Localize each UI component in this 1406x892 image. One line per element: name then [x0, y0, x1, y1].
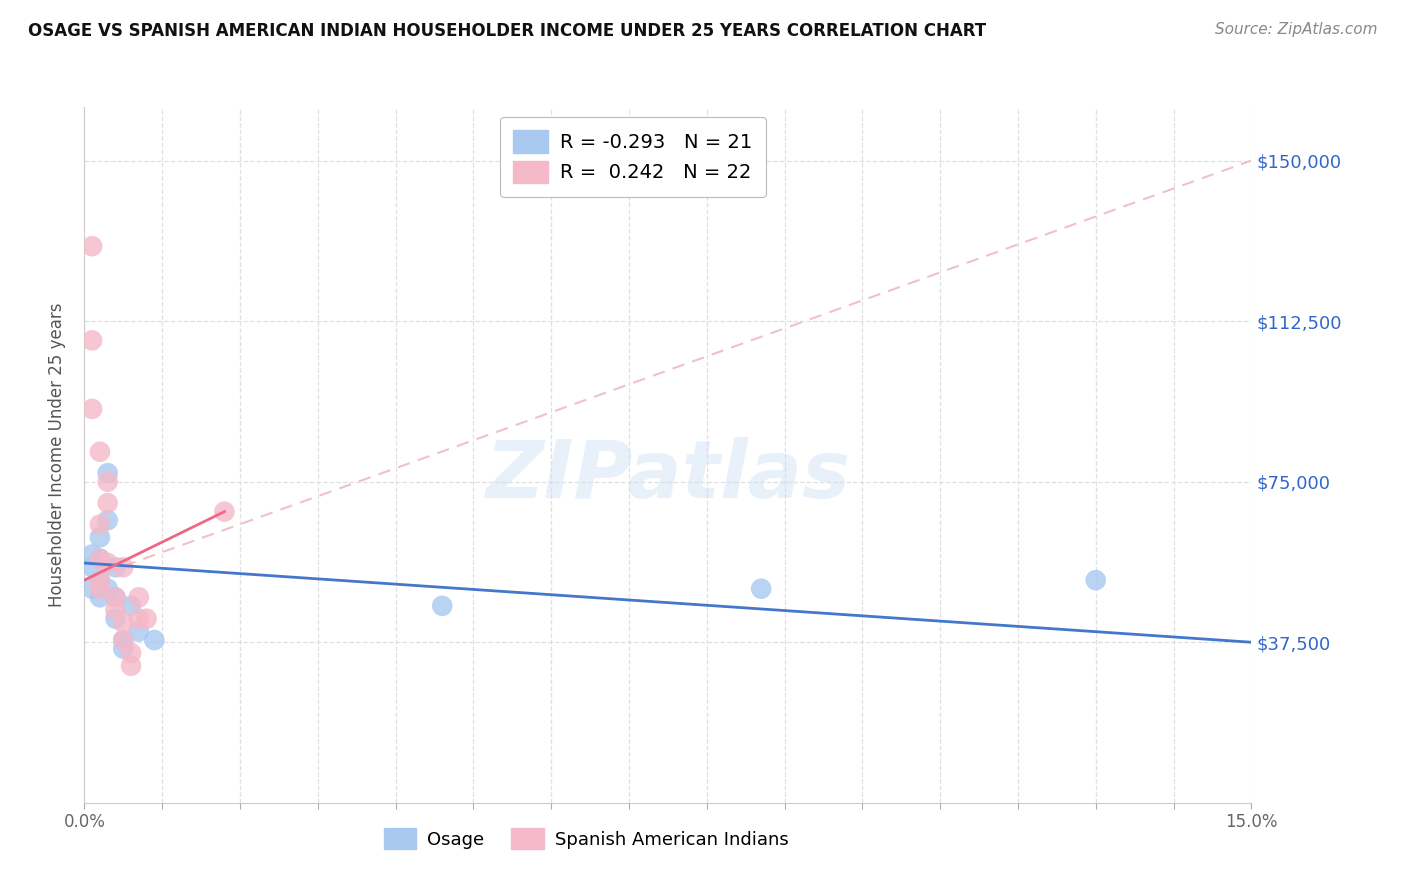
Y-axis label: Householder Income Under 25 years: Householder Income Under 25 years	[48, 302, 66, 607]
Point	[104, 591, 127, 605]
Point	[82, 239, 104, 253]
Point	[128, 624, 150, 639]
Point	[97, 513, 120, 527]
Point	[1084, 573, 1107, 587]
Point	[104, 560, 127, 574]
Point	[112, 641, 135, 656]
Point	[112, 560, 135, 574]
Point	[89, 530, 111, 544]
Point	[89, 551, 111, 566]
Point	[82, 334, 104, 348]
Point	[97, 582, 120, 596]
Point	[432, 599, 454, 613]
Point	[89, 582, 111, 596]
Point	[128, 591, 150, 605]
Point	[82, 401, 104, 416]
Point	[89, 517, 111, 532]
Point	[214, 505, 236, 519]
Point	[82, 582, 104, 596]
Point	[89, 591, 111, 605]
Legend: Osage, Spanish American Indians: Osage, Spanish American Indians	[377, 822, 796, 856]
Point	[120, 646, 142, 660]
Point	[97, 556, 120, 570]
Text: Source: ZipAtlas.com: Source: ZipAtlas.com	[1215, 22, 1378, 37]
Point	[112, 615, 135, 630]
Point	[82, 560, 104, 574]
Point	[82, 548, 104, 562]
Point	[112, 633, 135, 648]
Point	[135, 612, 157, 626]
Point	[89, 573, 111, 587]
Text: ZIPatlas: ZIPatlas	[485, 437, 851, 515]
Point	[97, 496, 120, 510]
Point	[104, 603, 127, 617]
Point	[120, 658, 142, 673]
Point	[112, 633, 135, 648]
Point	[104, 612, 127, 626]
Point	[97, 475, 120, 489]
Point	[128, 612, 150, 626]
Point	[97, 466, 120, 480]
Text: OSAGE VS SPANISH AMERICAN INDIAN HOUSEHOLDER INCOME UNDER 25 YEARS CORRELATION C: OSAGE VS SPANISH AMERICAN INDIAN HOUSEHO…	[28, 22, 986, 40]
Point	[89, 444, 111, 458]
Point	[89, 573, 111, 587]
Point	[104, 591, 127, 605]
Point	[143, 633, 166, 648]
Point	[120, 599, 142, 613]
Point	[749, 582, 772, 596]
Point	[89, 551, 111, 566]
